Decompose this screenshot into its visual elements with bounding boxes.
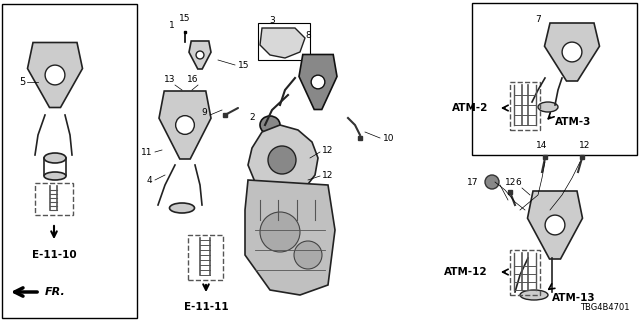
Text: 14: 14 bbox=[536, 141, 548, 150]
Text: 17: 17 bbox=[467, 178, 478, 187]
Text: 11: 11 bbox=[141, 148, 152, 156]
Circle shape bbox=[485, 175, 499, 189]
Text: E-11-11: E-11-11 bbox=[184, 302, 228, 312]
Circle shape bbox=[175, 116, 195, 134]
Polygon shape bbox=[260, 28, 305, 58]
Circle shape bbox=[545, 215, 565, 235]
Bar bbox=[35, 183, 73, 215]
Ellipse shape bbox=[260, 116, 280, 134]
Polygon shape bbox=[159, 91, 211, 159]
Text: 2: 2 bbox=[249, 113, 255, 122]
Polygon shape bbox=[248, 125, 318, 195]
Text: 12: 12 bbox=[322, 171, 333, 180]
Circle shape bbox=[260, 212, 300, 252]
Bar bbox=[510, 250, 540, 295]
Ellipse shape bbox=[44, 153, 66, 163]
Text: ATM-13: ATM-13 bbox=[552, 293, 596, 303]
Text: 13: 13 bbox=[164, 75, 176, 84]
Text: 9: 9 bbox=[201, 108, 207, 116]
Text: 15: 15 bbox=[179, 14, 191, 23]
Polygon shape bbox=[189, 41, 211, 69]
Text: 1: 1 bbox=[169, 20, 175, 29]
Text: 3: 3 bbox=[269, 16, 275, 25]
Bar bbox=[258, 23, 310, 60]
Circle shape bbox=[196, 51, 204, 59]
Text: ATM-12: ATM-12 bbox=[444, 267, 488, 277]
Text: 15: 15 bbox=[238, 60, 250, 69]
Bar bbox=[188, 235, 223, 280]
Text: 7: 7 bbox=[535, 15, 541, 24]
Circle shape bbox=[268, 146, 296, 174]
Text: TBG4B4701: TBG4B4701 bbox=[580, 303, 630, 312]
Ellipse shape bbox=[538, 102, 558, 112]
Ellipse shape bbox=[170, 203, 195, 213]
Circle shape bbox=[311, 75, 325, 89]
Text: 5: 5 bbox=[19, 77, 25, 87]
Text: 6: 6 bbox=[515, 178, 521, 187]
Polygon shape bbox=[527, 191, 582, 259]
Text: ATM-3: ATM-3 bbox=[555, 117, 591, 127]
Circle shape bbox=[562, 42, 582, 62]
Text: 10: 10 bbox=[383, 133, 394, 142]
Ellipse shape bbox=[520, 290, 548, 300]
Text: ATM-2: ATM-2 bbox=[452, 103, 488, 113]
Text: 12: 12 bbox=[505, 178, 516, 187]
Polygon shape bbox=[245, 180, 335, 295]
Text: 12: 12 bbox=[322, 146, 333, 155]
Text: FR.: FR. bbox=[45, 287, 66, 297]
Text: 16: 16 bbox=[188, 75, 199, 84]
Text: 4: 4 bbox=[147, 175, 152, 185]
Polygon shape bbox=[545, 23, 600, 81]
Text: E-11-10: E-11-10 bbox=[32, 250, 76, 260]
Bar bbox=[510, 82, 540, 130]
Bar bbox=[2, 4, 137, 318]
Polygon shape bbox=[299, 54, 337, 109]
Text: 8: 8 bbox=[305, 31, 311, 40]
Bar bbox=[472, 3, 637, 155]
Text: 12: 12 bbox=[579, 141, 591, 150]
Circle shape bbox=[45, 65, 65, 85]
Polygon shape bbox=[28, 43, 83, 108]
Ellipse shape bbox=[44, 172, 66, 180]
Circle shape bbox=[294, 241, 322, 269]
